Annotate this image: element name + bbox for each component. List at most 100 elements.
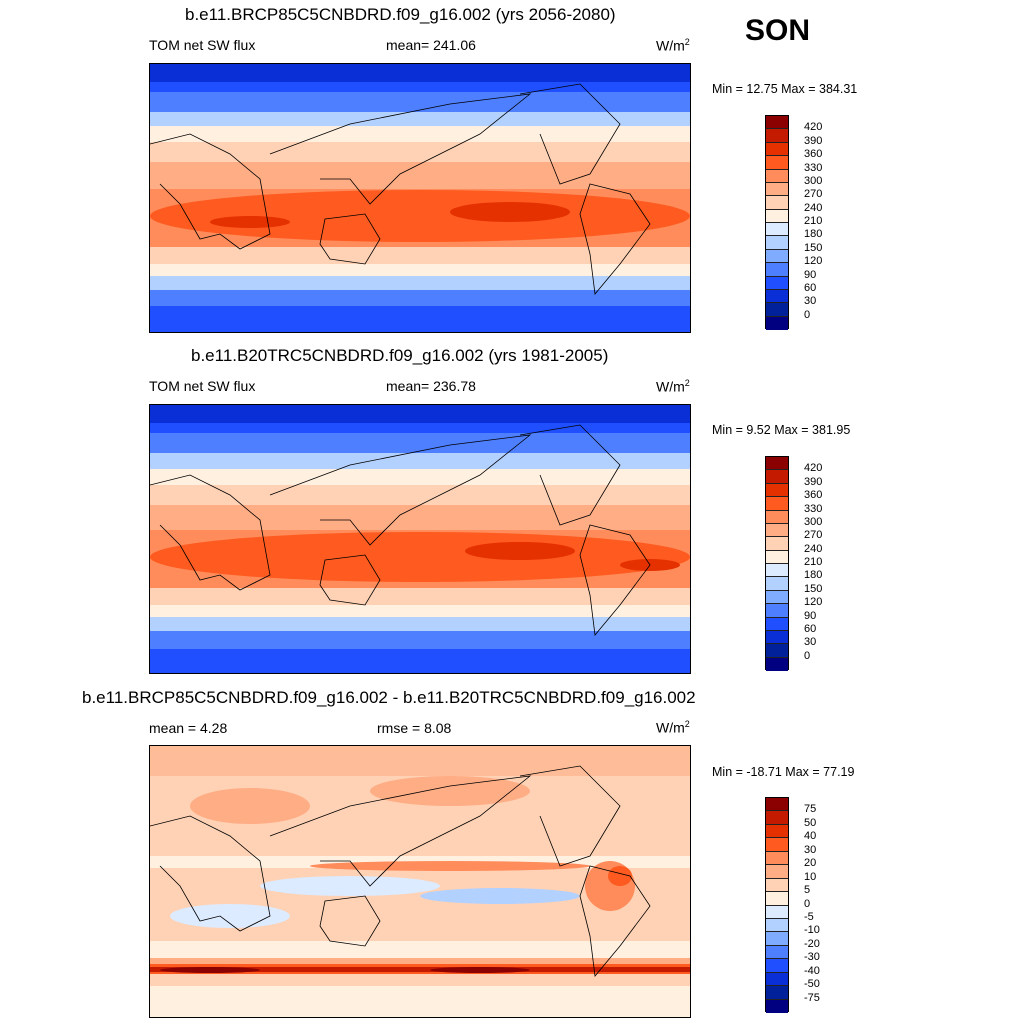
colorbar-tick-label: 50	[804, 816, 817, 829]
colorbar-swatch	[766, 483, 788, 498]
colorbar-swatch	[766, 959, 788, 973]
colorbar-tick-label: 330	[804, 502, 823, 515]
colorbar-tick-label: -75	[804, 991, 820, 1004]
colorbar-tick-label: 210	[804, 556, 823, 568]
colorbar-swatch	[766, 470, 788, 484]
panel-2-mean-label: mean= 236.78	[386, 378, 476, 394]
colorbar-swatch	[766, 497, 788, 511]
colorbar-swatch	[766, 824, 788, 839]
colorbar-swatch	[766, 289, 788, 304]
colorbar-tick-label: 120	[804, 255, 823, 268]
colorbar-swatch	[766, 537, 788, 551]
colorbar-swatch	[766, 223, 788, 237]
colorbar-swatch	[766, 604, 788, 618]
panel-1-minmax-label: Min = 12.75 Max = 384.31	[712, 82, 858, 96]
colorbar-tick-label: 210	[804, 215, 823, 227]
colorbar-swatch	[766, 263, 788, 277]
colorbar-swatch	[766, 550, 788, 564]
panel-1-units-label: W/m2	[656, 37, 690, 54]
colorbar-tick-label: 0	[804, 308, 811, 321]
panel-3-title: b.e11.BRCP85C5CNBDRD.f09_g16.002 - b.e11…	[82, 688, 696, 707]
colorbar-swatch	[766, 142, 788, 157]
colorbar-tick-label: 30	[804, 295, 817, 308]
colorbar-tick-label: 240	[804, 201, 823, 214]
season-label: SON	[745, 14, 811, 47]
colorbar-swatch	[766, 657, 788, 671]
panel-1-colorbar	[765, 115, 789, 330]
colorbar-swatch	[766, 838, 788, 852]
colorbar-tick-label: 390	[804, 134, 823, 147]
colorbar-swatch	[766, 892, 788, 906]
colorbar-tick-label: 270	[804, 529, 823, 542]
panel-2-minmax-label: Min = 9.52 Max = 381.95	[712, 423, 851, 437]
colorbar-swatch	[766, 510, 788, 524]
colorbar-tick-label: -20	[804, 937, 820, 950]
colorbar-tick-label: -30	[804, 951, 820, 964]
colorbar-tick-label: 0	[804, 649, 811, 662]
panel-2-units-label: W/m2	[656, 378, 690, 395]
colorbar-tick-label: 0	[804, 897, 811, 910]
colorbar-swatch	[766, 851, 788, 866]
colorbar-swatch	[766, 918, 788, 933]
colorbar-swatch	[766, 811, 788, 825]
colorbar-swatch	[766, 878, 788, 893]
colorbar-swatch	[766, 316, 788, 330]
colorbar-tick-label: 90	[804, 268, 817, 281]
colorbar-tick-label: 120	[804, 596, 823, 609]
colorbar-swatch	[766, 169, 788, 183]
colorbar-swatch	[766, 972, 788, 987]
colorbar-tick-label: 300	[804, 174, 823, 187]
colorbar-swatch	[766, 116, 788, 130]
colorbar-swatch	[766, 945, 788, 960]
panel-3-rmse-label: rmse = 8.08	[377, 720, 452, 736]
colorbar-tick-label: 300	[804, 515, 823, 528]
colorbar-tick-label: 180	[804, 569, 823, 582]
colorbar-swatch	[766, 196, 788, 210]
panel-2-variable-label: TOM net SW flux	[149, 378, 256, 394]
colorbar-swatch	[766, 236, 788, 250]
panel-3-mean-label: mean = 4.28	[149, 720, 228, 736]
colorbar-tick-label: 10	[804, 870, 817, 883]
colorbar-swatch	[766, 303, 788, 317]
colorbar-swatch	[766, 129, 788, 143]
colorbar-swatch	[766, 276, 788, 290]
colorbar-swatch	[766, 156, 788, 170]
colorbar-swatch	[766, 249, 788, 264]
colorbar-swatch	[766, 523, 788, 538]
panel-1-variable-label: TOM net SW flux	[149, 37, 256, 53]
colorbar-tick-label: -10	[804, 924, 820, 937]
colorbar-tick-label: 420	[804, 121, 823, 134]
panel-2-map	[149, 404, 691, 674]
colorbar-swatch	[766, 999, 788, 1013]
panel-1-mean-label: mean= 241.06	[386, 37, 476, 53]
colorbar-swatch	[766, 182, 788, 197]
panel-3-map	[149, 745, 691, 1018]
colorbar-tick-label: 20	[804, 857, 817, 870]
colorbar-tick-label: 240	[804, 542, 823, 555]
colorbar-tick-label: 30	[804, 636, 817, 649]
colorbar-tick-label: -50	[804, 978, 820, 991]
colorbar-swatch	[766, 798, 788, 812]
colorbar-tick-label: -5	[804, 910, 814, 923]
colorbar-tick-label: 90	[804, 609, 817, 622]
colorbar-tick-label: 60	[804, 622, 817, 635]
colorbar-tick-label: 150	[804, 582, 823, 595]
colorbar-tick-label: 360	[804, 148, 823, 161]
colorbar-tick-label: 360	[804, 489, 823, 502]
panel-2-colorbar	[765, 456, 789, 671]
colorbar-swatch	[766, 564, 788, 578]
colorbar-tick-label: 5	[804, 884, 811, 897]
panel-1-title: b.e11.BRCP85C5CNBDRD.f09_g16.002 (yrs 20…	[185, 5, 616, 24]
panel-2-title: b.e11.B20TRC5CNBDRD.f09_g16.002 (yrs 198…	[191, 346, 609, 365]
colorbar-swatch	[766, 209, 788, 223]
colorbar-swatch	[766, 986, 788, 1000]
panel-3-units-label: W/m2	[656, 719, 690, 736]
colorbar-tick-label: 30	[804, 843, 817, 856]
colorbar-swatch	[766, 932, 788, 946]
colorbar-tick-label: 270	[804, 188, 823, 201]
colorbar-swatch	[766, 865, 788, 879]
colorbar-tick-label: 180	[804, 228, 823, 241]
colorbar-tick-label: 150	[804, 241, 823, 254]
colorbar-tick-label: 420	[804, 462, 823, 475]
colorbar-tick-label: 40	[804, 830, 817, 843]
